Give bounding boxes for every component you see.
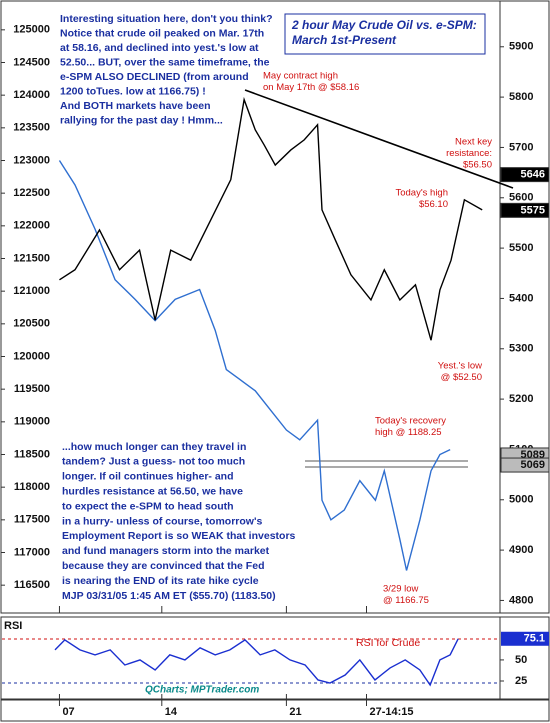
- x-tick-label: 27-14:15: [370, 706, 414, 718]
- series-line: [54, 638, 459, 687]
- y2-tick-label: 5700: [509, 141, 533, 153]
- annotation: Today's recovery: [375, 416, 446, 427]
- title-box: [284, 13, 486, 55]
- annotation: Yest.'s low: [438, 361, 482, 372]
- y2-tick-label: 5200: [509, 393, 533, 405]
- y-tick-label: 119500: [14, 383, 50, 395]
- y-tick-label: 118000: [14, 481, 50, 493]
- note-text: rallying for the past day ! Hmm...: [60, 114, 223, 126]
- series-line: [59, 96, 483, 341]
- price-label: 5646: [521, 169, 545, 181]
- annotation: Next key: [455, 137, 492, 148]
- rsi-tick-label: 25: [515, 675, 527, 687]
- note-text: Notice that crude oil peaked on Mar. 17t…: [60, 27, 264, 39]
- y-tick-label: 116500: [14, 579, 50, 591]
- y-tick-label: 124500: [13, 56, 50, 68]
- note-text: longer. If oil continues higher- and: [62, 471, 234, 483]
- y-tick-label: 117000: [14, 546, 50, 558]
- trend-line: [244, 89, 514, 189]
- y-tick-label: 122500: [13, 187, 50, 199]
- annotation: $56.10: [419, 199, 448, 210]
- y2-tick-label: 5000: [509, 494, 533, 506]
- y-tick-label: 123500: [13, 122, 50, 134]
- price-box: [500, 167, 550, 183]
- y-tick-label: 119000: [14, 416, 50, 428]
- price-box: [500, 457, 550, 473]
- y-tick-label: 117500: [14, 514, 50, 526]
- price-box: [500, 202, 550, 218]
- y-tick-label: 121000: [13, 285, 50, 297]
- annotation: @ 1166.75: [383, 595, 429, 606]
- note-text: hurdles resistance at 56.50, we have: [62, 485, 243, 497]
- y2-tick-label: 4800: [509, 594, 533, 606]
- note-text: at 58.16, and declined into yest.'s low …: [60, 42, 259, 54]
- note-text: to expect the e-SPM to head south: [62, 500, 234, 512]
- note-text: tandem? Just a guess- not too much: [62, 456, 245, 468]
- annotation: $56.50: [463, 160, 492, 171]
- y2-tick-label: 5800: [509, 91, 533, 103]
- chart-title: 2 hour May Crude Oil vs. e-SPM:: [291, 18, 477, 32]
- annotation: 3/29 low: [383, 584, 419, 595]
- x-axis-strip: [0, 699, 550, 722]
- note-text: Employment Report is so WEAK that invest…: [62, 530, 296, 542]
- rsi-label: RSI for Crude: [356, 637, 420, 649]
- note-text: because they are convinced that the Fed: [62, 560, 264, 572]
- y2-tick-label: 5400: [509, 292, 533, 304]
- note-text: in a hurry- unless of course, tomorrow's: [62, 515, 262, 527]
- y-tick-label: 125000: [13, 24, 50, 36]
- price-label: 5575: [521, 204, 545, 216]
- annotation: on May 17th @ $58.16: [263, 82, 359, 93]
- x-tick-label: 07: [62, 706, 74, 718]
- note-text: And BOTH markets have been: [60, 100, 211, 112]
- y-tick-label: 118500: [14, 448, 50, 460]
- note-text: Interesting situation here, don't you th…: [60, 13, 273, 25]
- rsi-value-label: 75.1: [524, 633, 545, 645]
- y-tick-label: 122000: [13, 220, 50, 232]
- note-text: and fund managers storm into the market: [62, 545, 270, 557]
- note-text: MJP 03/31/05 1:45 AM ET ($55.70) (1183.5…: [62, 590, 276, 602]
- y2-tick-label: 5300: [509, 343, 533, 355]
- annotation: @ $52.50: [441, 372, 482, 383]
- series-line: [58, 160, 451, 571]
- y-tick-label: 120500: [13, 318, 50, 330]
- annotation: May contract high: [263, 71, 338, 82]
- annotation: Today's high: [395, 188, 448, 199]
- note-text: 1200 toTues. low at 1166.75) !: [60, 85, 206, 97]
- note-text: is nearing the END of its rate hike cycl…: [62, 575, 259, 587]
- x-tick-label: 21: [289, 706, 301, 718]
- note-text: ...how much longer can they travel in: [62, 441, 246, 453]
- y-tick-label: 124000: [13, 89, 50, 101]
- y2-tick-label: 5600: [509, 192, 533, 204]
- note-text: 52.50... BUT, over the same timeframe, t…: [60, 56, 270, 68]
- rsi-title: RSI: [4, 620, 22, 632]
- y2-tick-label: 5500: [509, 242, 533, 254]
- x-tick-label: 14: [165, 706, 178, 718]
- rsi-tick-label: 50: [515, 654, 527, 666]
- annotation: resistance:: [446, 148, 492, 159]
- note-text: e-SPM ALSO DECLINED (from around: [60, 71, 249, 83]
- y2-tick-label: 4900: [509, 544, 533, 556]
- y-tick-label: 123000: [13, 154, 50, 166]
- y-tick-label: 121500: [13, 252, 50, 264]
- rsi-frame: [0, 616, 550, 700]
- y-tick-label: 120000: [13, 350, 50, 362]
- price-label: 5069: [521, 459, 545, 471]
- chart-title: March 1st-Present: [292, 33, 397, 47]
- y2-tick-label: 5900: [509, 41, 533, 53]
- credit: QCharts; MPTrader.com: [145, 685, 259, 696]
- rsi-value-box: [501, 631, 549, 646]
- annotation: high @ 1188.25: [375, 427, 442, 438]
- main-frame: [0, 0, 550, 614]
